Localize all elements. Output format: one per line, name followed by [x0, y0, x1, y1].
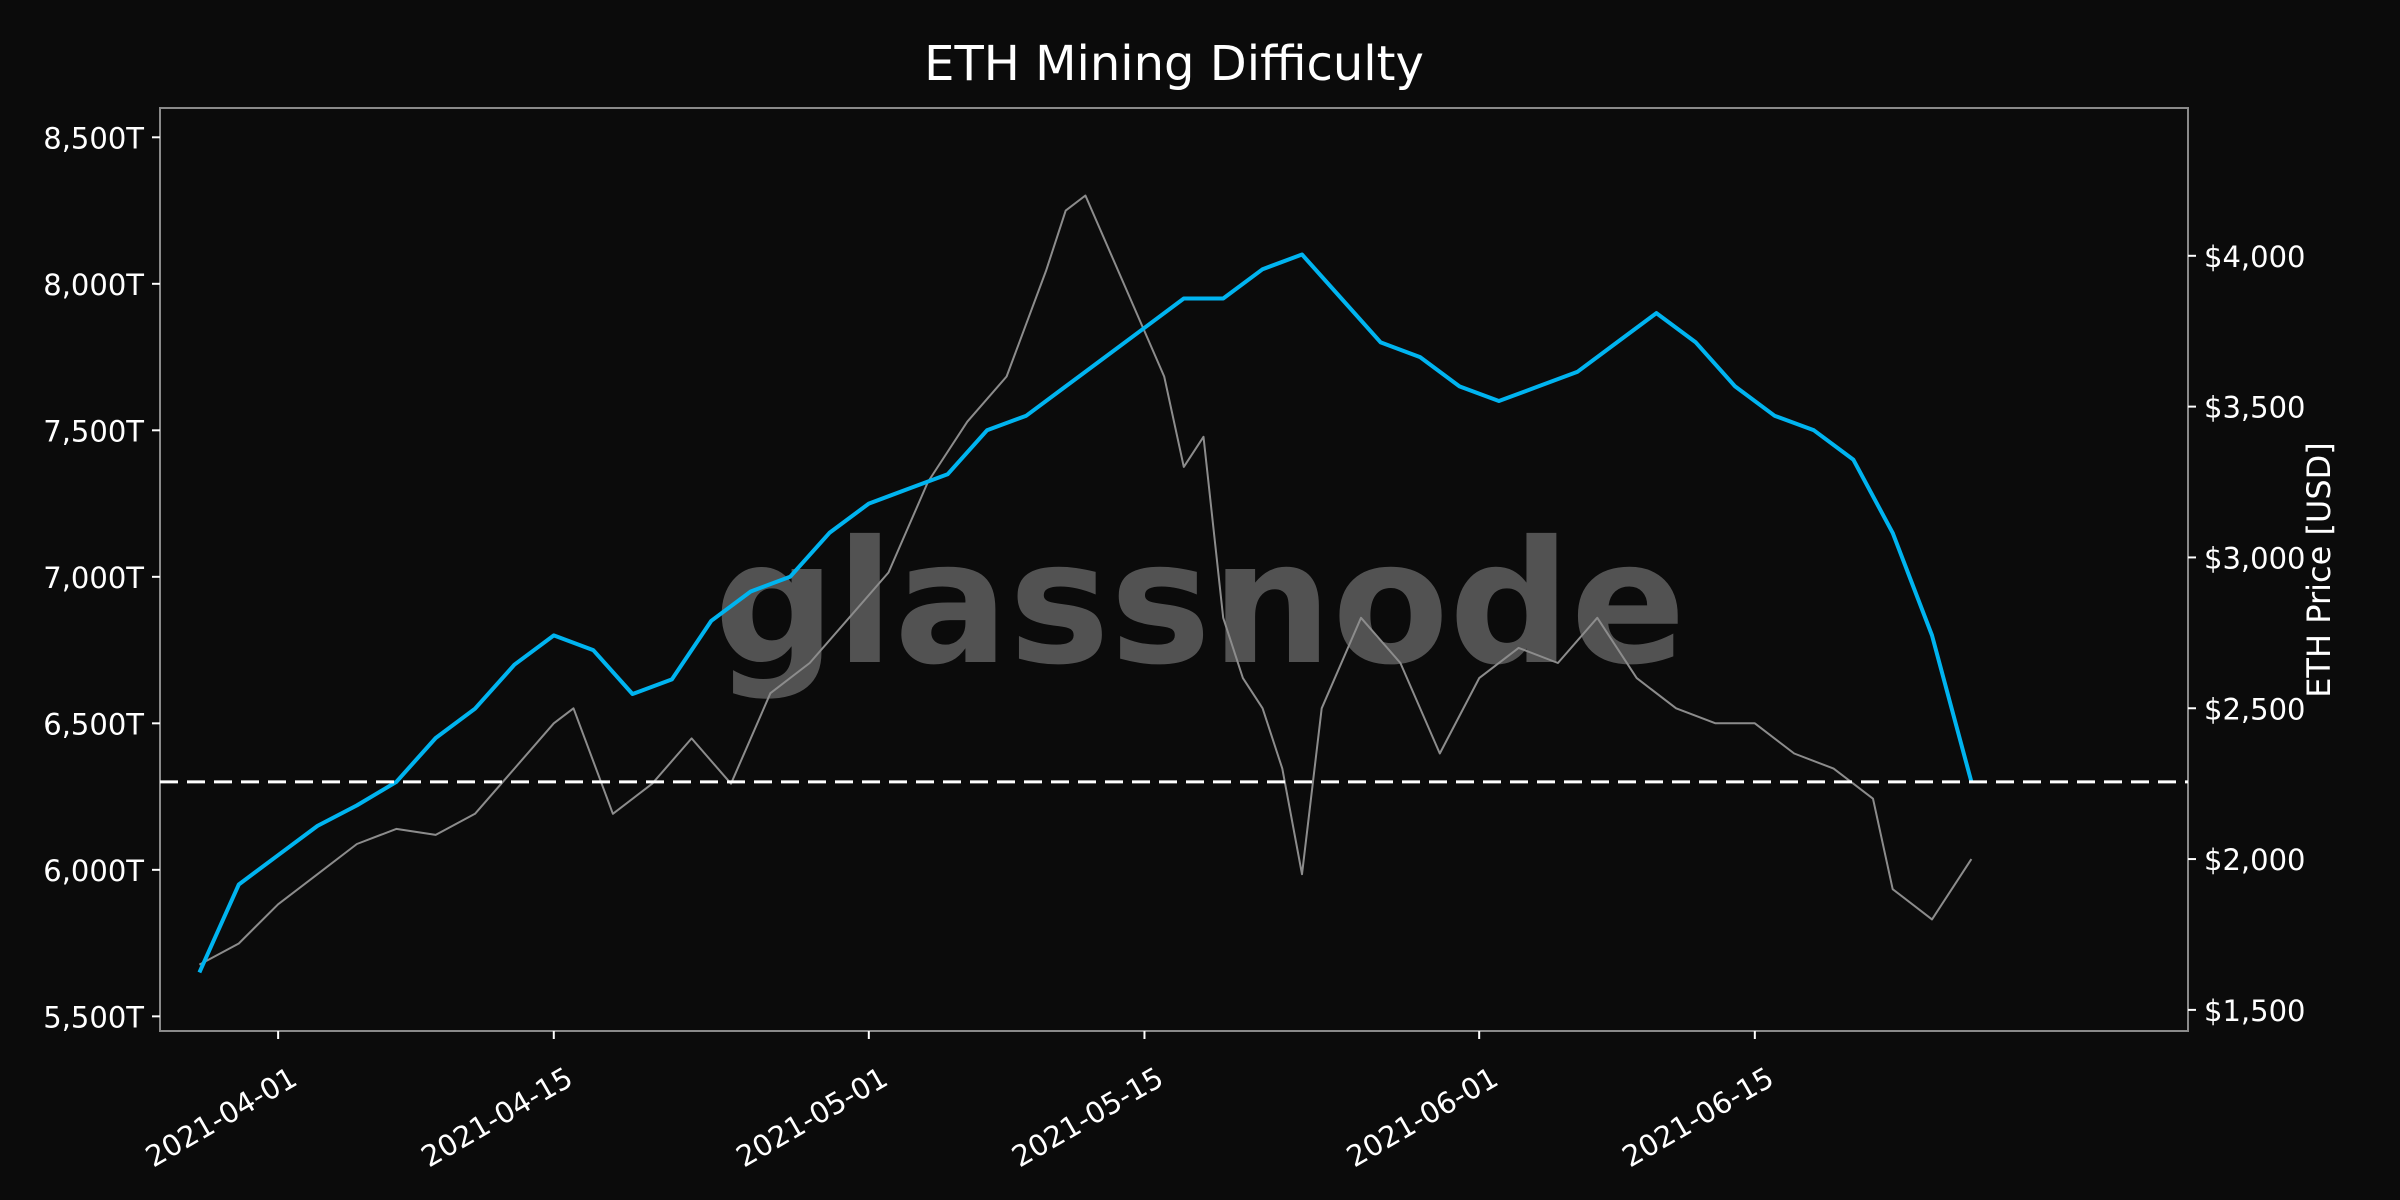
glassnode-watermark: glassnode	[714, 505, 1686, 703]
right-tick-label: $3,500	[2204, 391, 2305, 425]
right-tick-label: $4,000	[2204, 240, 2305, 274]
chart-title: ETH Mining Difficulty	[924, 36, 1424, 92]
right-tick-label: $2,000	[2204, 843, 2305, 877]
mining-difficulty-line	[197, 252, 1974, 974]
eth-price-line	[198, 194, 1973, 966]
plot-area	[159, 107, 2189, 1032]
left-tick-label: 7,500T	[43, 414, 144, 448]
right-tick-label: $1,500	[2204, 994, 2305, 1028]
left-tick-label: 8,500T	[43, 121, 144, 155]
right-axis-label: ETH Price [USD]	[2300, 442, 2338, 698]
series-layer	[197, 194, 1974, 974]
left-tick-label: 5,500T	[43, 1000, 144, 1034]
right-tick-label: $2,500	[2204, 692, 2305, 726]
left-tick-label: 6,500T	[43, 707, 144, 741]
left-axis: 5,500T 6,000T 6,500T 7,000T 7,500T 8,000T 8,50…	[43, 121, 160, 1034]
left-tick-label: 6,000T	[43, 854, 144, 888]
right-axis: $1,500 $2,000 $2,500 $3,000 $3,500 $4,000	[2188, 240, 2305, 1028]
left-tick-label: 7,000T	[43, 561, 144, 595]
right-tick-label: $3,000	[2204, 541, 2305, 575]
left-tick-label: 8,000T	[43, 268, 144, 302]
